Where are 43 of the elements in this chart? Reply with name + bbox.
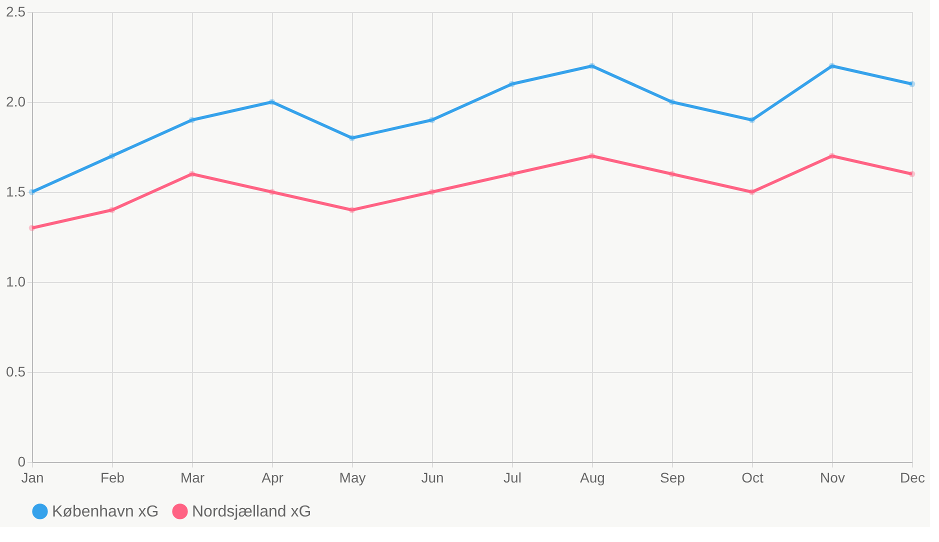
x-tick-label: Jul xyxy=(504,470,522,486)
x-tick-label: Aug xyxy=(580,470,605,486)
x-tick-label: May xyxy=(339,470,366,486)
point xyxy=(588,152,596,160)
point xyxy=(508,170,516,178)
point xyxy=(188,170,196,178)
point xyxy=(748,188,756,196)
point xyxy=(668,98,676,106)
y-tick-label: 1.5 xyxy=(6,184,26,200)
x-tick-label: Nov xyxy=(820,470,845,486)
x-tick-label: Mar xyxy=(180,470,205,486)
x-tick-label: Feb xyxy=(100,470,125,486)
legend-label: København xG xyxy=(52,503,159,520)
x-tick-label: Sep xyxy=(660,470,686,486)
x-tick-label: Apr xyxy=(262,470,284,486)
point xyxy=(668,170,676,178)
point xyxy=(588,62,596,70)
point xyxy=(348,206,356,214)
point xyxy=(908,170,916,178)
x-tick-label: Dec xyxy=(900,470,925,486)
y-tick-label: 2.5 xyxy=(6,4,26,20)
y-tick-label: 1.0 xyxy=(6,274,26,290)
x-tick-label: Jan xyxy=(21,470,44,486)
point xyxy=(28,224,36,232)
point xyxy=(268,188,276,196)
point xyxy=(508,80,516,88)
x-tick-label: Jun xyxy=(421,470,444,486)
point xyxy=(748,116,756,124)
legend-label: Nordsjælland xG xyxy=(192,503,312,520)
point xyxy=(108,152,116,160)
y-tick-label: 2.0 xyxy=(6,94,26,110)
x-tick-label: Oct xyxy=(742,470,764,486)
y-tick-label: 0 xyxy=(18,454,26,470)
point xyxy=(908,80,916,88)
point xyxy=(828,152,836,160)
point xyxy=(428,116,436,124)
point xyxy=(108,206,116,214)
point xyxy=(268,98,276,106)
point xyxy=(348,134,356,142)
point xyxy=(828,62,836,70)
y-tick-label: 0.5 xyxy=(6,364,26,380)
point xyxy=(428,188,436,196)
point xyxy=(188,116,196,124)
